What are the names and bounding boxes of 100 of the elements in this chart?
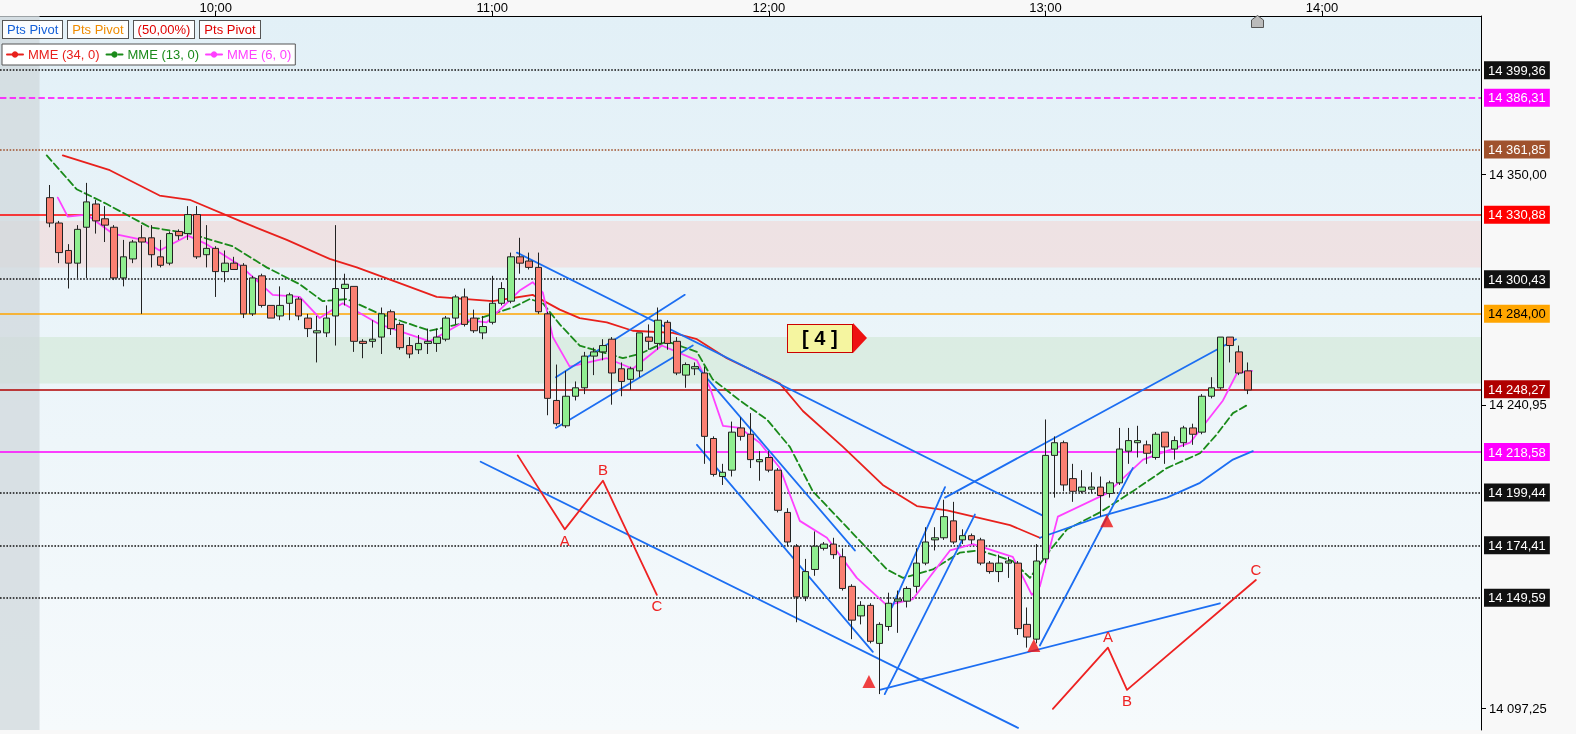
- ref-line-label: 14 300,43: [1488, 271, 1546, 287]
- candlestick: [710, 435, 717, 478]
- candlestick: [784, 507, 791, 547]
- candlestick: [415, 334, 422, 355]
- x-tick-label: 13:00: [1029, 0, 1062, 15]
- candlestick: [249, 275, 256, 317]
- y-tick-label: 14 350,00: [1489, 166, 1547, 182]
- candlestick: [240, 262, 247, 319]
- candlestick: [65, 243, 72, 289]
- candlestick: [323, 304, 330, 338]
- candlestick: [581, 351, 588, 395]
- ref-line-label: 14 174,41: [1488, 537, 1546, 553]
- candlestick: [562, 370, 570, 429]
- candlestick: [406, 336, 413, 359]
- candlestick: [719, 463, 726, 486]
- candlestick: [286, 292, 293, 321]
- line-series: [45, 154, 1249, 579]
- candlestick: [83, 182, 90, 279]
- candlestick: [1226, 336, 1234, 363]
- candlestick: [802, 558, 809, 602]
- candlestick: [1134, 425, 1141, 458]
- candlestick: [544, 311, 551, 416]
- legend-label: MME (6, 0): [227, 47, 292, 62]
- candlestick: [120, 239, 127, 287]
- candlestick: [304, 313, 312, 338]
- line-series: [1051, 579, 1257, 710]
- annotation: (50,00%): [132, 20, 196, 39]
- candlestick: [756, 450, 763, 482]
- ref-line-label: 14 218,58: [1488, 444, 1546, 460]
- point: [862, 674, 876, 688]
- candlestick: [1097, 476, 1104, 518]
- annotation: B: [1121, 692, 1133, 710]
- ref-line-label: 14 149,59: [1488, 590, 1546, 606]
- candlestick: [1180, 425, 1187, 448]
- candlestick: [885, 592, 892, 632]
- candlestick: [553, 364, 560, 427]
- candlestick: [110, 224, 118, 281]
- point: [1027, 639, 1041, 652]
- candlestick: [922, 526, 929, 566]
- candlestick: [830, 537, 837, 560]
- candlestick: [968, 533, 975, 545]
- candlestick: [1208, 376, 1215, 399]
- candlestick: [1033, 543, 1040, 644]
- candlestick: [489, 275, 496, 325]
- candlestick: [913, 547, 920, 594]
- candlestick: [1088, 471, 1095, 494]
- candlestick: [369, 319, 376, 349]
- candlestick: [148, 224, 155, 268]
- line-series: [516, 454, 658, 596]
- candlestick: [701, 366, 708, 465]
- ref-line-label: 14 284,00: [1488, 306, 1546, 322]
- candlestick: [839, 547, 846, 592]
- candlestick: [1171, 435, 1178, 461]
- annotation: Pts Pivot: [199, 20, 261, 39]
- annotation: [ 4 ]: [787, 323, 853, 353]
- candlestick: [313, 315, 321, 363]
- candlestick: [166, 230, 173, 266]
- candlestick: [1217, 336, 1224, 391]
- candlestick: [157, 239, 164, 268]
- x-tick-label: 12:00: [752, 0, 786, 15]
- candlestick: [1042, 418, 1049, 564]
- candlestick: [793, 543, 800, 623]
- annotation: A: [1102, 628, 1113, 646]
- candlestick: [461, 288, 468, 328]
- y-tick-label: 14 097,25: [1489, 700, 1547, 716]
- x-tick-label: 10:00: [199, 0, 232, 15]
- candlestick: [74, 224, 81, 279]
- candlestick: [1051, 435, 1058, 499]
- annotation: B: [597, 461, 608, 479]
- candlestick: [378, 307, 385, 355]
- candlestick: [572, 380, 579, 401]
- ref-line-label: 14 248,27: [1488, 381, 1546, 397]
- candlestick: [498, 281, 505, 306]
- candlestick: [876, 621, 883, 695]
- candlestick: [959, 528, 966, 545]
- ref-line-label: 14 330,88: [1488, 207, 1546, 223]
- candlestick: [867, 602, 874, 644]
- ref-line-label: 14 399,36: [1488, 62, 1546, 78]
- candlestick: [1125, 427, 1132, 465]
- candlestick: [203, 224, 210, 268]
- x-tick-label: 11:00: [476, 0, 509, 15]
- candlestick: [1116, 427, 1123, 486]
- candlestick: [636, 332, 643, 378]
- candlestick: [950, 501, 957, 545]
- annotation: Pts Pivot: [2, 20, 64, 39]
- candlestick: [1106, 480, 1114, 499]
- candlestick: [664, 319, 671, 351]
- candlestick: [332, 224, 339, 347]
- x-tick-label: 14:00: [1305, 0, 1339, 15]
- legend-label: MME (34, 0): [28, 47, 100, 62]
- candlestick: [618, 361, 625, 397]
- candlestick: [1005, 556, 1012, 579]
- annotation: C: [1250, 560, 1262, 578]
- annotation: C: [651, 597, 663, 615]
- candlestick: [747, 412, 754, 469]
- candlestick: [452, 294, 459, 325]
- annotation: Pts Pivot: [67, 20, 129, 39]
- annotation: A: [559, 531, 570, 549]
- candlestick: [212, 245, 219, 298]
- candlestick: [295, 296, 302, 321]
